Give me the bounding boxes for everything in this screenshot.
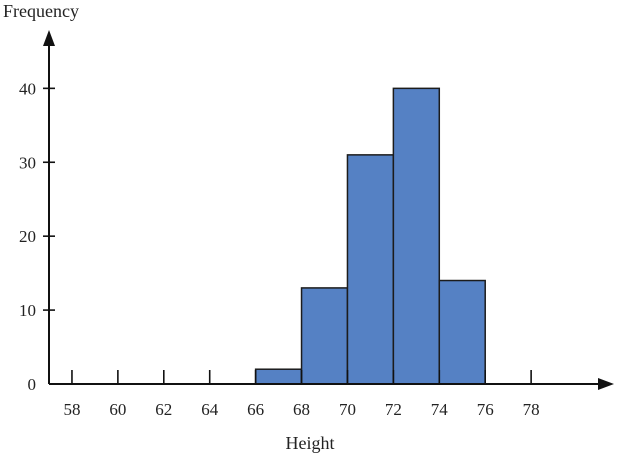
x-tick-label: 72 xyxy=(385,400,402,419)
x-tick-label: 62 xyxy=(155,400,172,419)
x-tick-label: 78 xyxy=(523,400,540,419)
x-tick-label: 58 xyxy=(63,400,80,419)
x-tick-label: 74 xyxy=(431,400,449,419)
x-axis-arrowhead xyxy=(598,378,614,390)
x-tick-label: 70 xyxy=(339,400,356,419)
y-tick-label: 10 xyxy=(19,301,36,320)
x-tick-label: 68 xyxy=(293,400,310,419)
y-tick-label: 30 xyxy=(19,153,36,172)
x-tick-label: 60 xyxy=(109,400,126,419)
x-tick-label: 64 xyxy=(201,400,219,419)
y-ticks-group: 0 10 20 30 40 xyxy=(19,79,55,394)
x-tick-label: 66 xyxy=(247,400,264,419)
x-axis-label: Height xyxy=(286,433,335,453)
histogram-bar xyxy=(254,368,303,385)
histogram-bar xyxy=(392,87,441,385)
bars-group xyxy=(254,87,486,385)
y-tick-label: 20 xyxy=(19,227,36,246)
y-tick-label: 0 xyxy=(28,375,37,394)
histogram-bar xyxy=(300,287,349,385)
histogram-bar xyxy=(438,279,486,385)
y-axis-label: Frequency xyxy=(3,1,79,21)
x-ticks-group: 58 60 62 64 66 68 70 72 74 76 78 xyxy=(63,370,540,419)
y-tick-label: 40 xyxy=(19,79,36,98)
y-axis-arrowhead xyxy=(43,30,55,46)
x-tick-label: 76 xyxy=(477,400,494,419)
histogram-bar xyxy=(346,154,395,385)
